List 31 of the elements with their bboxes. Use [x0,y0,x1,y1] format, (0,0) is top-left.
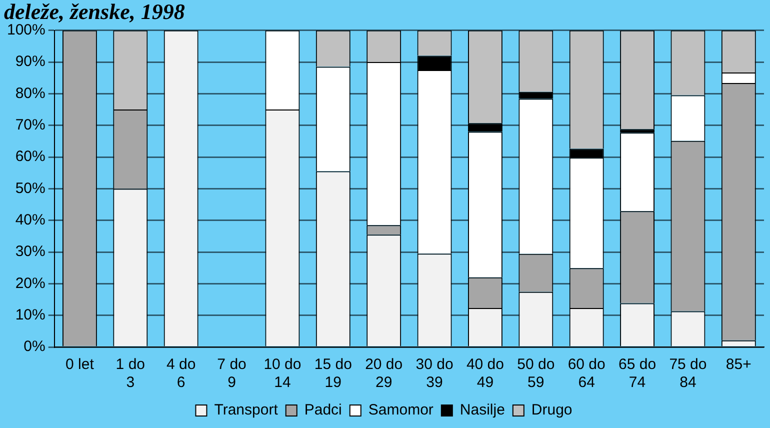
x-tick-label: 4 do 6 [166,356,196,392]
x-tick-label: 20 do 29 [365,356,403,392]
y-tick-label: 70% [15,116,46,134]
y-tick-label: 90% [15,53,46,70]
y-tick-label: 20% [15,274,46,292]
x-tick-label: 60 do 64 [568,356,606,392]
legend-label: Drugo [531,402,572,419]
x-tick-label: 65 do 74 [618,356,656,392]
y-tick-label: 60% [15,148,46,166]
legend-label: Nasilje [460,402,505,419]
x-tick-label: 10 do 14 [264,356,302,392]
y-tick-label: 80% [15,84,46,102]
y-tick-label: 10% [15,306,46,324]
y-tick-label: 50% [15,180,46,197]
x-tick-label: 7 do 9 [217,356,246,392]
x-tick-label: 1 do 3 [116,356,145,392]
x-tick-label: 40 do 49 [466,356,504,392]
x-tick-label: 0 let [66,356,95,374]
y-tick-label: 30% [15,243,46,260]
legend-label: Padci [304,402,342,419]
legend-label: Transport [214,402,279,419]
x-tick-label: 30 do 39 [416,356,454,392]
y-tick-label: 0% [24,338,46,356]
x-tick-label: 75 do 84 [669,356,707,392]
x-tick-label: 85+ [726,356,752,374]
legend-label: Samomor [368,402,434,419]
chart-title: deleže, ženske, 1998 [4,0,185,24]
x-tick-label: 50 do 59 [517,356,555,392]
y-tick-label: 40% [15,212,46,228]
x-tick-label: 15 do 19 [314,356,352,392]
y-tick-label: 100% [6,22,46,39]
